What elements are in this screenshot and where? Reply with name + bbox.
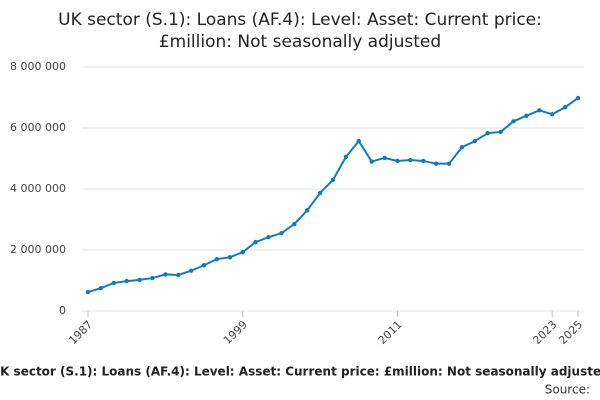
point: [188, 268, 194, 273]
point: [240, 249, 245, 255]
y-tick-label: 0: [59, 304, 66, 317]
point: [498, 129, 503, 135]
point: [214, 256, 220, 262]
source-text: Source:: [545, 383, 590, 397]
point: [330, 177, 336, 183]
point: [137, 277, 142, 283]
chart-title: UK sector (S.1): Loans (AF.4): Level: As…: [58, 10, 542, 30]
point: [550, 112, 555, 117]
point: [446, 161, 452, 166]
point: [292, 221, 297, 227]
point: [163, 272, 168, 277]
point: [472, 138, 478, 144]
chart-title: £million: Not seasonally adjusted: [159, 32, 441, 52]
point: [421, 158, 426, 164]
x-tick-label: 1999: [221, 318, 250, 347]
point: [511, 119, 516, 124]
point: [124, 278, 129, 284]
point: [305, 208, 310, 213]
point: [85, 289, 91, 295]
x-tick-label: 2011: [376, 318, 405, 347]
x-tick-label: 2023: [530, 318, 559, 347]
point: [98, 285, 104, 291]
footer-text: UK sector (S.1): Loans (AF.4): Level: As…: [0, 365, 600, 379]
point: [382, 155, 387, 161]
point: [356, 138, 361, 144]
point: [524, 113, 529, 119]
x-tick-label: 2025: [556, 318, 585, 347]
y-tick-label: 2 000 000: [10, 243, 66, 256]
point: [150, 275, 155, 281]
point: [201, 263, 207, 268]
y-tick-label: 4 000 000: [10, 182, 66, 195]
point: [279, 231, 284, 236]
point: [562, 105, 568, 110]
point: [176, 272, 181, 278]
line: [87, 97, 579, 294]
point: [485, 130, 490, 136]
y-tick-label: 6 000 000: [10, 121, 66, 134]
point: [317, 190, 323, 196]
point: [343, 154, 349, 160]
y-tick-label: 8 000 000: [10, 60, 66, 73]
point: [433, 161, 439, 166]
point: [575, 95, 581, 101]
point: [395, 158, 400, 164]
point: [459, 145, 465, 150]
point: [369, 159, 374, 164]
point: [227, 255, 233, 260]
point: [266, 234, 271, 240]
point: [253, 239, 258, 245]
point: [111, 280, 116, 286]
point: [537, 108, 542, 113]
point: [408, 157, 413, 163]
x-tick-label: 1987: [66, 318, 95, 347]
